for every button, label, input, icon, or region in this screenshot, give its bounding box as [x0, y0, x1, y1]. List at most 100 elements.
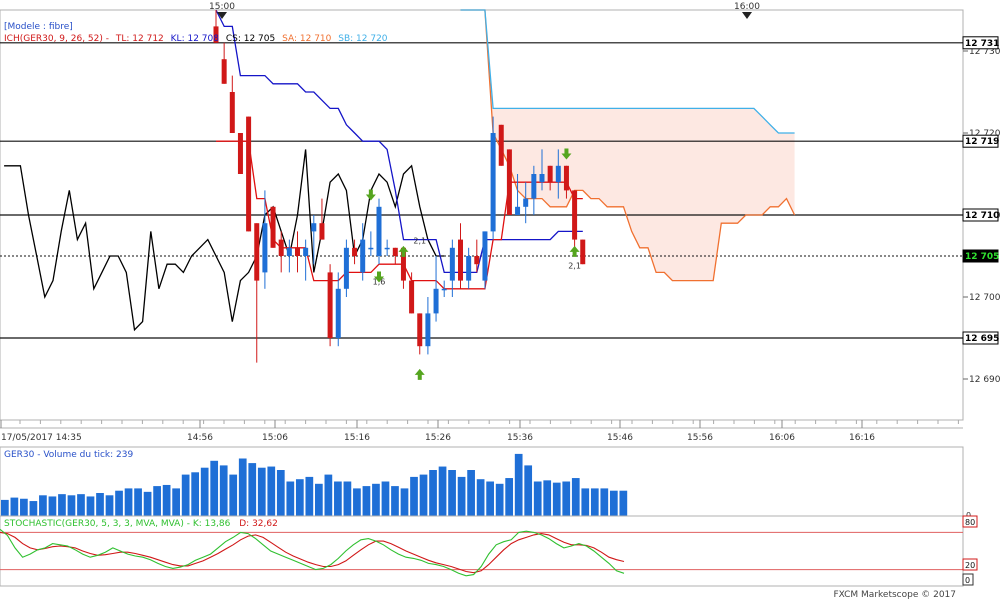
candle-body — [466, 256, 472, 281]
candle-body — [262, 223, 268, 273]
volume-bar — [29, 501, 38, 516]
volume-bar — [400, 488, 409, 516]
stochastic-k-line — [0, 528, 625, 577]
volume-bar — [191, 472, 200, 516]
volume-bar — [581, 488, 590, 516]
candle-body — [490, 133, 496, 232]
volume-bar — [77, 494, 85, 516]
candle-body — [295, 247, 300, 256]
stochastic-label: STOCHASTIC(GER30, 5, 3, 3, MVA, MVA) - K… — [4, 519, 278, 529]
volume-bar — [10, 497, 19, 516]
candle-body — [580, 239, 586, 265]
candle-body — [425, 313, 431, 347]
volume-bar — [343, 481, 352, 516]
volume-bar — [257, 467, 266, 516]
volume-bar — [410, 476, 418, 516]
candle-24 — [409, 272, 415, 314]
price-tick-label: 12 690 — [969, 375, 1001, 385]
price-axis: 12 730 12 720 12 710 12 700 12 690 12 731 12 7… — [962, 36, 1001, 385]
candle-28 — [441, 280, 447, 297]
candle-2 — [229, 75, 235, 133]
candle-39 — [531, 165, 537, 215]
candle-41 — [547, 165, 553, 191]
volume-bar — [48, 496, 57, 516]
candle-body — [376, 206, 382, 256]
candle-32 — [474, 239, 480, 273]
stochastic-panel — [0, 515, 964, 587]
candle-8 — [278, 231, 284, 273]
candle-body — [254, 223, 260, 281]
candle-body — [400, 247, 406, 281]
candle-36 — [506, 149, 512, 215]
candle-0 — [213, 10, 219, 43]
candle-45 — [580, 239, 586, 265]
time-axis-label: 15:16 — [344, 433, 370, 443]
candle-body — [441, 288, 447, 291]
volume-bar — [353, 488, 361, 516]
candle-body — [392, 247, 398, 256]
stochastic-k-value: K: 13,86 — [193, 519, 231, 529]
candle-body — [506, 149, 512, 215]
volume-bar — [200, 467, 209, 516]
price-level-tag-label: 12 705 — [965, 252, 999, 262]
candle-42 — [555, 149, 561, 199]
volume-bar — [67, 495, 76, 516]
candle-body — [555, 165, 561, 183]
volume-bar — [381, 481, 390, 516]
candle-body — [498, 124, 504, 166]
price-level-tag-label: 12 731 — [965, 39, 999, 49]
volume-bar — [248, 463, 257, 516]
volume-bar — [486, 481, 494, 516]
signal-arrow-up-icon — [398, 245, 409, 257]
candle-7 — [270, 206, 276, 248]
volume-bar — [295, 479, 304, 516]
ichimoku-sa-value: SA: 12 710 — [282, 34, 332, 44]
stochastic-level-80: 80 — [965, 518, 975, 527]
volume-bar — [562, 481, 571, 516]
kumo-cloud-fill — [460, 10, 795, 281]
candle-4 — [246, 116, 252, 232]
signal-arrow-up-icon — [414, 368, 425, 380]
volume-bar — [609, 490, 618, 516]
time-axis-label: 15:26 — [425, 433, 451, 443]
ichimoku-legend: ICH(GER30, 9, 26, 52) - TL: 12 712 KL: 1… — [4, 34, 388, 44]
time-axis: 17/05/2017 14:35 14:56 15:06 15:16 15:26 15:3… — [0, 420, 963, 443]
signal-arrow-down-icon — [561, 148, 572, 160]
candle-body — [352, 247, 358, 256]
candle-29 — [449, 239, 455, 297]
time-axis-label: 16:06 — [769, 433, 795, 443]
ichimoku-cs-value: CS: 12 705 — [226, 34, 275, 44]
candle-body — [547, 165, 553, 183]
volume-bar — [505, 478, 514, 516]
volume-bar — [20, 498, 28, 516]
time-axis-label: 14:56 — [187, 433, 213, 443]
volume-bar — [115, 490, 123, 516]
volume-bar — [457, 476, 466, 516]
volume-bar — [543, 480, 552, 516]
candle-body — [523, 198, 529, 207]
stochastic-level-0: 0 — [965, 576, 970, 585]
candle-body — [572, 190, 578, 240]
ichimoku-cloud — [460, 10, 795, 281]
time-axis-label: 16:16 — [849, 433, 875, 443]
price-level-tag-label: 12 710 — [965, 211, 999, 221]
signal-arrows: 1,6 2,1 2,1 — [365, 148, 581, 380]
volume-bar — [533, 481, 542, 516]
volume-bar — [172, 488, 180, 516]
candle-body — [221, 59, 227, 84]
candle-21 — [384, 239, 390, 256]
candle-31 — [466, 247, 472, 289]
volume-bar — [276, 470, 285, 516]
volume-panel-label: GER30 - Volume du tick: 239 — [4, 450, 133, 460]
candle-20 — [376, 198, 382, 265]
candle-body — [246, 116, 252, 232]
candle-11 — [303, 239, 309, 281]
candle-body — [458, 239, 463, 281]
volume-bar — [267, 466, 276, 516]
candle-body — [515, 206, 521, 215]
candle-body — [327, 272, 333, 338]
ichimoku-kl-value: KL: 12 708 — [171, 34, 220, 44]
stochastic-label-name: STOCHASTIC(GER30, 5, 3, 3, MVA, MVA) - — [4, 519, 193, 529]
price-tick-label: 12 720 — [969, 129, 1001, 139]
